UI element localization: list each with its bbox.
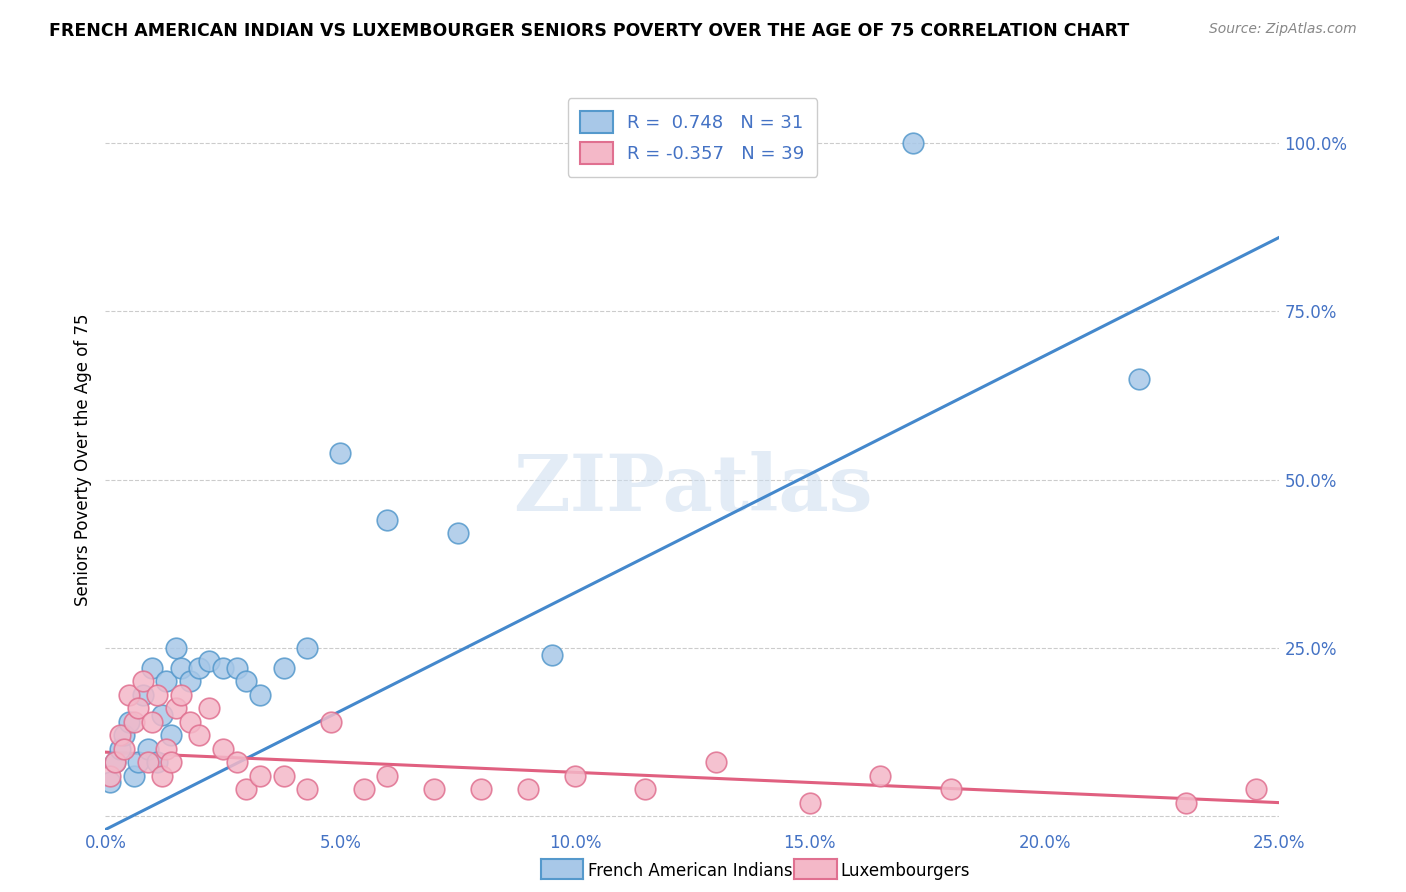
- Point: [108, 741, 131, 756]
- Point: [319, 714, 342, 729]
- Point: [634, 782, 657, 797]
- Point: [188, 661, 211, 675]
- Point: [226, 756, 249, 770]
- Point: [447, 526, 470, 541]
- Point: [165, 701, 187, 715]
- Point: [104, 756, 127, 770]
- Point: [169, 688, 191, 702]
- Point: [141, 661, 163, 675]
- Point: [423, 782, 446, 797]
- Point: [353, 782, 375, 797]
- Y-axis label: Seniors Poverty Over the Age of 75: Seniors Poverty Over the Age of 75: [73, 313, 91, 606]
- Point: [235, 674, 257, 689]
- Text: Luxembourgers: Luxembourgers: [841, 862, 970, 880]
- Point: [197, 654, 219, 668]
- Text: Source: ZipAtlas.com: Source: ZipAtlas.com: [1209, 22, 1357, 37]
- Point: [375, 513, 398, 527]
- Point: [799, 796, 821, 810]
- Point: [235, 782, 257, 797]
- Point: [375, 769, 398, 783]
- Point: [141, 714, 163, 729]
- Point: [249, 688, 271, 702]
- Point: [1128, 371, 1150, 385]
- Point: [146, 688, 169, 702]
- Point: [211, 661, 233, 675]
- Point: [564, 769, 586, 783]
- Point: [98, 769, 121, 783]
- Point: [329, 445, 352, 459]
- Point: [273, 661, 295, 675]
- Point: [226, 661, 249, 675]
- Point: [869, 769, 891, 783]
- Point: [146, 756, 169, 770]
- Point: [901, 136, 924, 150]
- Point: [108, 728, 131, 742]
- Point: [939, 782, 962, 797]
- Point: [132, 688, 155, 702]
- Point: [104, 756, 127, 770]
- Point: [165, 640, 187, 655]
- Text: FRENCH AMERICAN INDIAN VS LUXEMBOURGER SENIORS POVERTY OVER THE AGE OF 75 CORREL: FRENCH AMERICAN INDIAN VS LUXEMBOURGER S…: [49, 22, 1129, 40]
- Point: [127, 756, 149, 770]
- Point: [155, 741, 177, 756]
- Point: [98, 775, 121, 789]
- Point: [112, 728, 135, 742]
- Point: [150, 708, 173, 723]
- Point: [249, 769, 271, 783]
- Point: [112, 741, 135, 756]
- Point: [136, 741, 159, 756]
- Point: [169, 661, 191, 675]
- Point: [122, 714, 145, 729]
- Point: [160, 728, 183, 742]
- Point: [188, 728, 211, 742]
- Point: [132, 674, 155, 689]
- Legend: R =  0.748   N = 31, R = -0.357   N = 39: R = 0.748 N = 31, R = -0.357 N = 39: [568, 98, 817, 177]
- Point: [136, 756, 159, 770]
- Point: [118, 688, 141, 702]
- Point: [517, 782, 540, 797]
- Point: [1244, 782, 1267, 797]
- Point: [273, 769, 295, 783]
- Point: [297, 782, 319, 797]
- Point: [470, 782, 492, 797]
- Point: [540, 648, 562, 662]
- Text: French American Indians: French American Indians: [588, 862, 793, 880]
- Point: [297, 640, 319, 655]
- Point: [118, 714, 141, 729]
- Point: [704, 756, 727, 770]
- Point: [160, 756, 183, 770]
- Text: ZIPatlas: ZIPatlas: [513, 451, 872, 527]
- Point: [1174, 796, 1197, 810]
- Point: [150, 769, 173, 783]
- Point: [179, 674, 201, 689]
- Point: [122, 769, 145, 783]
- Point: [179, 714, 201, 729]
- Point: [155, 674, 177, 689]
- Point: [197, 701, 219, 715]
- Point: [127, 701, 149, 715]
- Point: [211, 741, 233, 756]
